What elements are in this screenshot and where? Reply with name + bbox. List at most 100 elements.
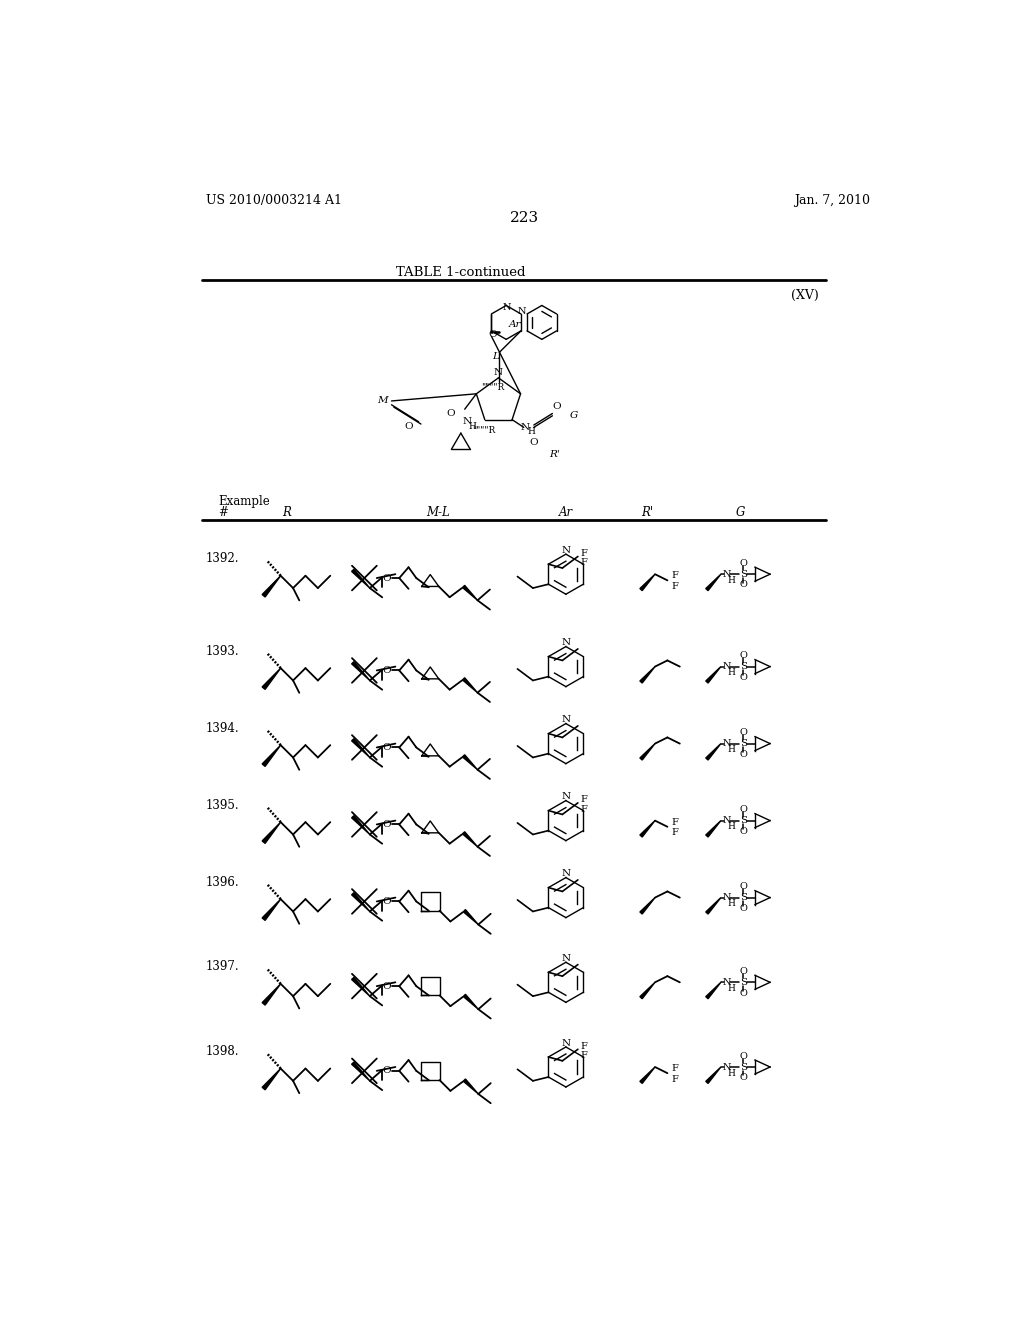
Text: O: O [383,820,391,829]
Text: O: O [383,1067,391,1076]
Text: O: O [404,422,413,430]
Polygon shape [463,585,477,601]
Polygon shape [463,1078,478,1094]
Polygon shape [351,661,370,681]
Text: O: O [383,982,391,990]
Text: N: N [723,978,731,987]
Text: F: F [581,558,588,568]
Polygon shape [351,892,370,911]
Text: F: F [672,572,679,581]
Text: H: H [728,746,735,754]
Text: O: O [739,826,748,836]
Text: S: S [739,894,746,902]
Polygon shape [351,739,370,758]
Polygon shape [463,994,478,1010]
Text: N: N [561,639,570,647]
Text: N: N [561,546,570,554]
Polygon shape [262,576,281,597]
Text: #: # [218,506,227,519]
Text: F: F [672,1074,679,1084]
Polygon shape [351,977,370,997]
Polygon shape [706,821,721,837]
Text: N: N [521,422,529,432]
Text: R: R [283,506,291,519]
Polygon shape [706,574,721,590]
Text: O: O [383,898,391,906]
Polygon shape [706,1067,721,1084]
Polygon shape [706,743,721,760]
Polygon shape [351,569,370,589]
Text: O: O [739,581,748,590]
Polygon shape [640,898,655,913]
Text: O: O [383,667,391,675]
Text: O: O [739,558,748,568]
Polygon shape [640,667,655,682]
Polygon shape [262,668,281,689]
Text: N: N [463,417,472,426]
Text: N: N [723,1063,731,1072]
Text: S: S [739,816,746,825]
Text: N: N [723,894,731,902]
Text: O: O [739,882,748,891]
Text: H: H [728,668,735,677]
Text: O: O [739,904,748,913]
Text: O: O [739,968,748,975]
Text: R': R' [549,450,560,459]
Text: S: S [739,1063,746,1072]
Text: Jan. 7, 2010: Jan. 7, 2010 [795,194,870,207]
Text: Example: Example [218,495,269,508]
Text: H: H [728,576,735,585]
Text: N: N [561,792,570,801]
Text: F: F [672,829,679,837]
Text: (XV): (XV) [791,289,818,302]
Polygon shape [706,667,721,682]
Text: N: N [561,870,570,878]
Text: H: H [728,899,735,908]
Text: H: H [469,421,476,430]
Text: H: H [527,428,536,437]
Text: TABLE 1-continued: TABLE 1-continued [396,265,526,279]
Polygon shape [463,909,478,924]
Text: O: O [383,574,391,582]
Text: 1392.: 1392. [206,552,239,565]
Polygon shape [262,899,281,920]
Text: N: N [723,570,731,578]
Text: N: N [723,663,731,671]
Text: """"R: """"R [472,426,496,436]
Text: F: F [672,817,679,826]
Text: L: L [492,352,499,360]
Polygon shape [640,1067,655,1084]
Text: F: F [581,796,588,804]
Text: F: F [672,1064,679,1073]
Text: 1396.: 1396. [206,875,240,888]
Polygon shape [262,1069,281,1090]
Text: O: O [739,750,748,759]
Polygon shape [640,743,655,760]
Text: O: O [488,330,498,339]
Text: O: O [553,403,561,411]
Text: 1393.: 1393. [206,644,240,657]
Text: O: O [739,805,748,814]
Text: O: O [739,1052,748,1061]
Text: H: H [728,822,735,832]
Text: R': R' [641,506,653,519]
Text: 1398.: 1398. [206,1045,239,1059]
Text: S: S [739,739,746,748]
Text: 1395.: 1395. [206,799,240,812]
Polygon shape [706,898,721,913]
Polygon shape [640,821,655,837]
Polygon shape [463,755,477,770]
Text: N: N [517,308,526,315]
Text: Ar: Ar [559,506,573,519]
Polygon shape [351,816,370,834]
Text: US 2010/0003214 A1: US 2010/0003214 A1 [206,194,341,207]
Text: """"R: """"R [480,383,504,392]
Text: N: N [561,1039,570,1048]
Text: 223: 223 [510,211,540,226]
Polygon shape [262,822,281,843]
Text: N: N [723,739,731,748]
Polygon shape [640,574,655,590]
Text: 1394.: 1394. [206,722,240,735]
Text: G: G [570,412,579,420]
Text: 1397.: 1397. [206,961,240,973]
